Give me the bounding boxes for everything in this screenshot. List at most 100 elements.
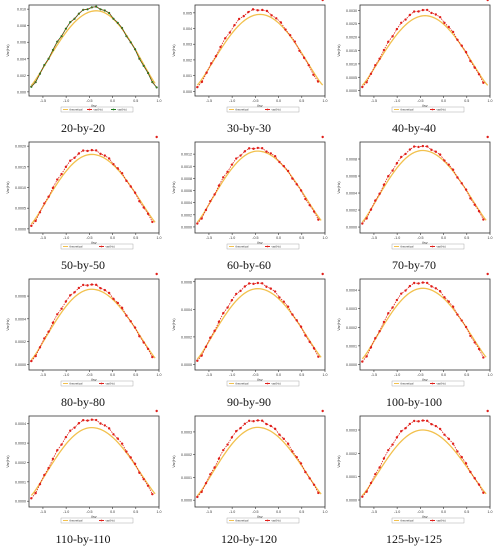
series-var-hx-point bbox=[295, 455, 298, 459]
series-var-hx-point bbox=[482, 81, 485, 84]
series-var-hx-point bbox=[60, 307, 63, 310]
legend-label: theoretical bbox=[236, 519, 249, 523]
x-axis-label: ilsy bbox=[91, 241, 96, 245]
series-var-hx-point bbox=[235, 429, 238, 433]
series-var-hx-point bbox=[69, 294, 72, 297]
series-var-hx-point bbox=[103, 424, 107, 427]
series-var-hx-point bbox=[213, 329, 216, 333]
series-var-hx-point bbox=[304, 334, 307, 337]
plot-frame bbox=[194, 415, 326, 508]
legend-label: theoretical bbox=[70, 382, 83, 386]
series-var-hx-point bbox=[460, 319, 463, 322]
series-var-hx-point bbox=[233, 23, 236, 27]
x-tick-label: 1.0 bbox=[157, 510, 162, 514]
series-var-hx-point bbox=[387, 40, 390, 44]
y-tick-label: 0.0015 bbox=[15, 165, 26, 169]
y-tick-label: 0.002 bbox=[17, 74, 26, 78]
series-var-hx-point bbox=[486, 272, 489, 276]
y-tick-label: 0.010 bbox=[17, 8, 26, 12]
series-var-hx-point bbox=[279, 21, 283, 24]
series-var-hx-point bbox=[408, 284, 412, 288]
series-var-hx-point bbox=[469, 334, 472, 338]
series-var-hx-point bbox=[312, 210, 316, 213]
series-var-hx-point bbox=[247, 147, 251, 150]
y-tick-label: 0.000 bbox=[183, 90, 192, 94]
legend-box bbox=[226, 517, 300, 524]
legend-marker bbox=[266, 382, 269, 385]
x-tick-label: 0.0 bbox=[110, 99, 115, 103]
y-tick-label: 0.0002 bbox=[15, 340, 26, 344]
legend: theoretical var(Hx) bbox=[391, 106, 465, 113]
series-var-hx-point bbox=[365, 355, 368, 358]
legend-box bbox=[226, 380, 300, 387]
y-tick-label: 0.0002 bbox=[346, 209, 357, 213]
x-tick-label: -1.0 bbox=[63, 236, 69, 240]
series-var-hx-point bbox=[56, 178, 59, 181]
x-axis-label: ilsy bbox=[91, 515, 96, 519]
y-axis-label: Var(Hx) bbox=[337, 44, 341, 56]
x-tick-label: 0.5 bbox=[464, 99, 469, 103]
series-var-hx-point bbox=[237, 17, 241, 21]
series-var-hx-point bbox=[125, 314, 128, 317]
series-var-hx-point bbox=[256, 419, 260, 422]
y-tick-label: 0.0000 bbox=[15, 500, 26, 504]
series-var-hx-point bbox=[374, 472, 377, 476]
series-var-hx-point bbox=[146, 347, 150, 351]
series-var-hx-point bbox=[443, 296, 446, 299]
series-var-hx-point bbox=[378, 466, 381, 469]
x-axis-label: ilsy bbox=[422, 378, 427, 382]
legend-label: theoretical bbox=[236, 108, 249, 112]
series-var-hx-point bbox=[239, 426, 242, 430]
series-var-hx-point bbox=[282, 164, 285, 168]
series-var-hx-point bbox=[417, 282, 420, 285]
series-var-hx-point bbox=[477, 210, 481, 213]
series-var-hx-point bbox=[200, 80, 204, 84]
panel-110-by-110: 0.0000 0.0001 0.0002 0.0003 0.0004 -1.5 -1.0 -0… bbox=[3, 409, 163, 548]
series-var-hx-point bbox=[369, 481, 373, 485]
plot-frame bbox=[359, 141, 491, 234]
x-tick-label: 1.0 bbox=[157, 236, 162, 240]
legend: theoretical var(Hx) bbox=[60, 243, 134, 250]
series-var-hx-point bbox=[99, 422, 102, 425]
series-var-hx-point bbox=[69, 429, 72, 432]
x-tick-label: -1.0 bbox=[394, 236, 400, 240]
series-var-hx-point bbox=[273, 427, 277, 431]
x-tick-label: -1.5 bbox=[206, 510, 212, 514]
x-tick-label: 0.0 bbox=[276, 373, 281, 377]
series-var-hx-point bbox=[99, 287, 102, 290]
x-tick-label: -1.5 bbox=[40, 236, 46, 240]
panel-caption: 110-by-110 bbox=[55, 532, 111, 546]
series-var-hx-point bbox=[412, 281, 416, 285]
series-var-hx-point bbox=[151, 355, 154, 359]
series-var-hx-point bbox=[321, 0, 324, 2]
series-var-hx-point bbox=[251, 8, 255, 11]
series-var-hx-point bbox=[451, 442, 455, 445]
legend-label: theoretical bbox=[401, 382, 414, 386]
series-var-hx-point bbox=[235, 292, 238, 296]
legend-label: var(Hx) bbox=[272, 245, 281, 249]
y-tick-label: 0.0025 bbox=[346, 22, 357, 26]
series-var-hx-point bbox=[460, 455, 463, 459]
series-var-hx-point bbox=[226, 443, 229, 446]
series-var-hx-point bbox=[278, 160, 281, 164]
series-var-hx-point bbox=[260, 419, 264, 422]
chart-110-by-110: 0.0000 0.0001 0.0002 0.0003 0.0004 -1.5 -1.0 -0… bbox=[6, 409, 162, 524]
series-var-hx-point bbox=[438, 153, 442, 156]
series-var-hx-point bbox=[382, 183, 386, 186]
series-var-hx-point bbox=[47, 466, 50, 470]
series-var-hx-point bbox=[395, 436, 399, 439]
series-var-hx-point bbox=[400, 430, 403, 433]
series-var-hx-point bbox=[299, 462, 303, 465]
x-tick-label: 0.5 bbox=[299, 510, 304, 514]
legend-label: theoretical bbox=[401, 519, 414, 523]
series-var-hx-point bbox=[404, 289, 407, 292]
series-var-hx-point bbox=[260, 282, 264, 285]
panel-caption: 90-by-90 bbox=[227, 395, 271, 409]
series-var-hx-point bbox=[451, 30, 455, 34]
series-var-hx-point bbox=[217, 320, 221, 323]
legend: theoretical var(Hx) bbox=[226, 380, 300, 387]
legend-label: var(Hx) bbox=[437, 108, 446, 112]
chart-100-by-100: 0.0000 0.0001 0.0002 0.0003 0.0004 -1.5 -1.0 -0… bbox=[337, 272, 493, 387]
x-tick-label: 1.0 bbox=[323, 236, 328, 240]
chart-40-by-40: 0.00000.00050.00100.00150.00200.00250.00… bbox=[337, 0, 493, 113]
